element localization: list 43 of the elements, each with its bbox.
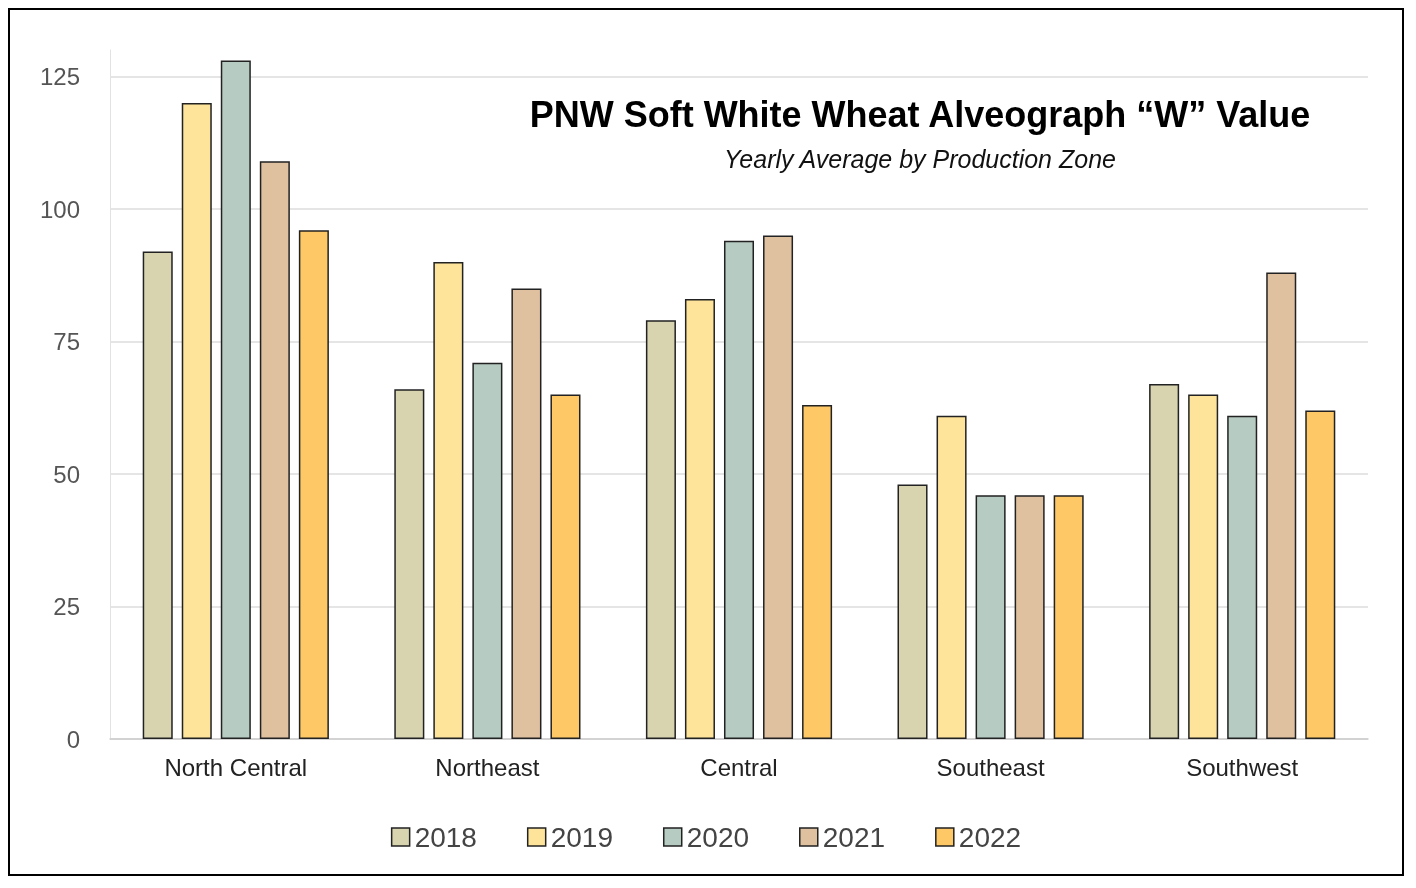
bar — [394, 389, 425, 739]
bar — [645, 320, 676, 739]
text: PNW Soft White Wheat Alveograph “W” Value — [529, 93, 1311, 135]
legend-label: 2018 — [414, 821, 477, 853]
bar — [220, 60, 251, 739]
bar — [723, 240, 755, 739]
bar — [1188, 394, 1219, 739]
y-tick-label: 125 — [39, 63, 80, 90]
bar — [1014, 495, 1045, 739]
bar — [684, 299, 715, 739]
legend-label: 2020 — [686, 821, 750, 853]
bar — [259, 161, 290, 739]
bar — [936, 415, 967, 739]
y-tick-label: 50 — [53, 460, 80, 488]
bar — [511, 288, 542, 739]
y-tick-label: 25 — [53, 593, 80, 620]
x-tick-label: Southwest — [1186, 753, 1299, 781]
bar — [975, 495, 1006, 739]
x-tick-label: Central — [700, 753, 778, 781]
y-tick-label: 0 — [66, 725, 80, 753]
bar — [433, 262, 464, 739]
bar — [1305, 410, 1336, 739]
y-tick-label: 75 — [53, 328, 80, 355]
bar — [1053, 495, 1084, 739]
y-tick-label: 100 — [39, 195, 80, 223]
bar — [1149, 383, 1180, 739]
bar — [1266, 272, 1297, 739]
bar — [298, 230, 329, 739]
bar — [142, 251, 173, 739]
bar — [550, 394, 581, 739]
bar — [802, 405, 833, 739]
x-tick-label: Northeast — [435, 753, 540, 781]
bar — [897, 484, 928, 739]
x-tick-label: North Central — [164, 753, 308, 781]
bar — [1227, 415, 1258, 739]
x-tick-label: Southeast — [936, 753, 1045, 781]
bar — [181, 103, 212, 739]
legend-label: 2022 — [958, 821, 1022, 853]
legend-label: 2019 — [550, 821, 613, 853]
legend-label: 2021 — [822, 821, 886, 853]
bar — [472, 362, 503, 739]
text: Yearly Average by Production Zone — [724, 144, 1116, 173]
bar — [763, 235, 794, 739]
